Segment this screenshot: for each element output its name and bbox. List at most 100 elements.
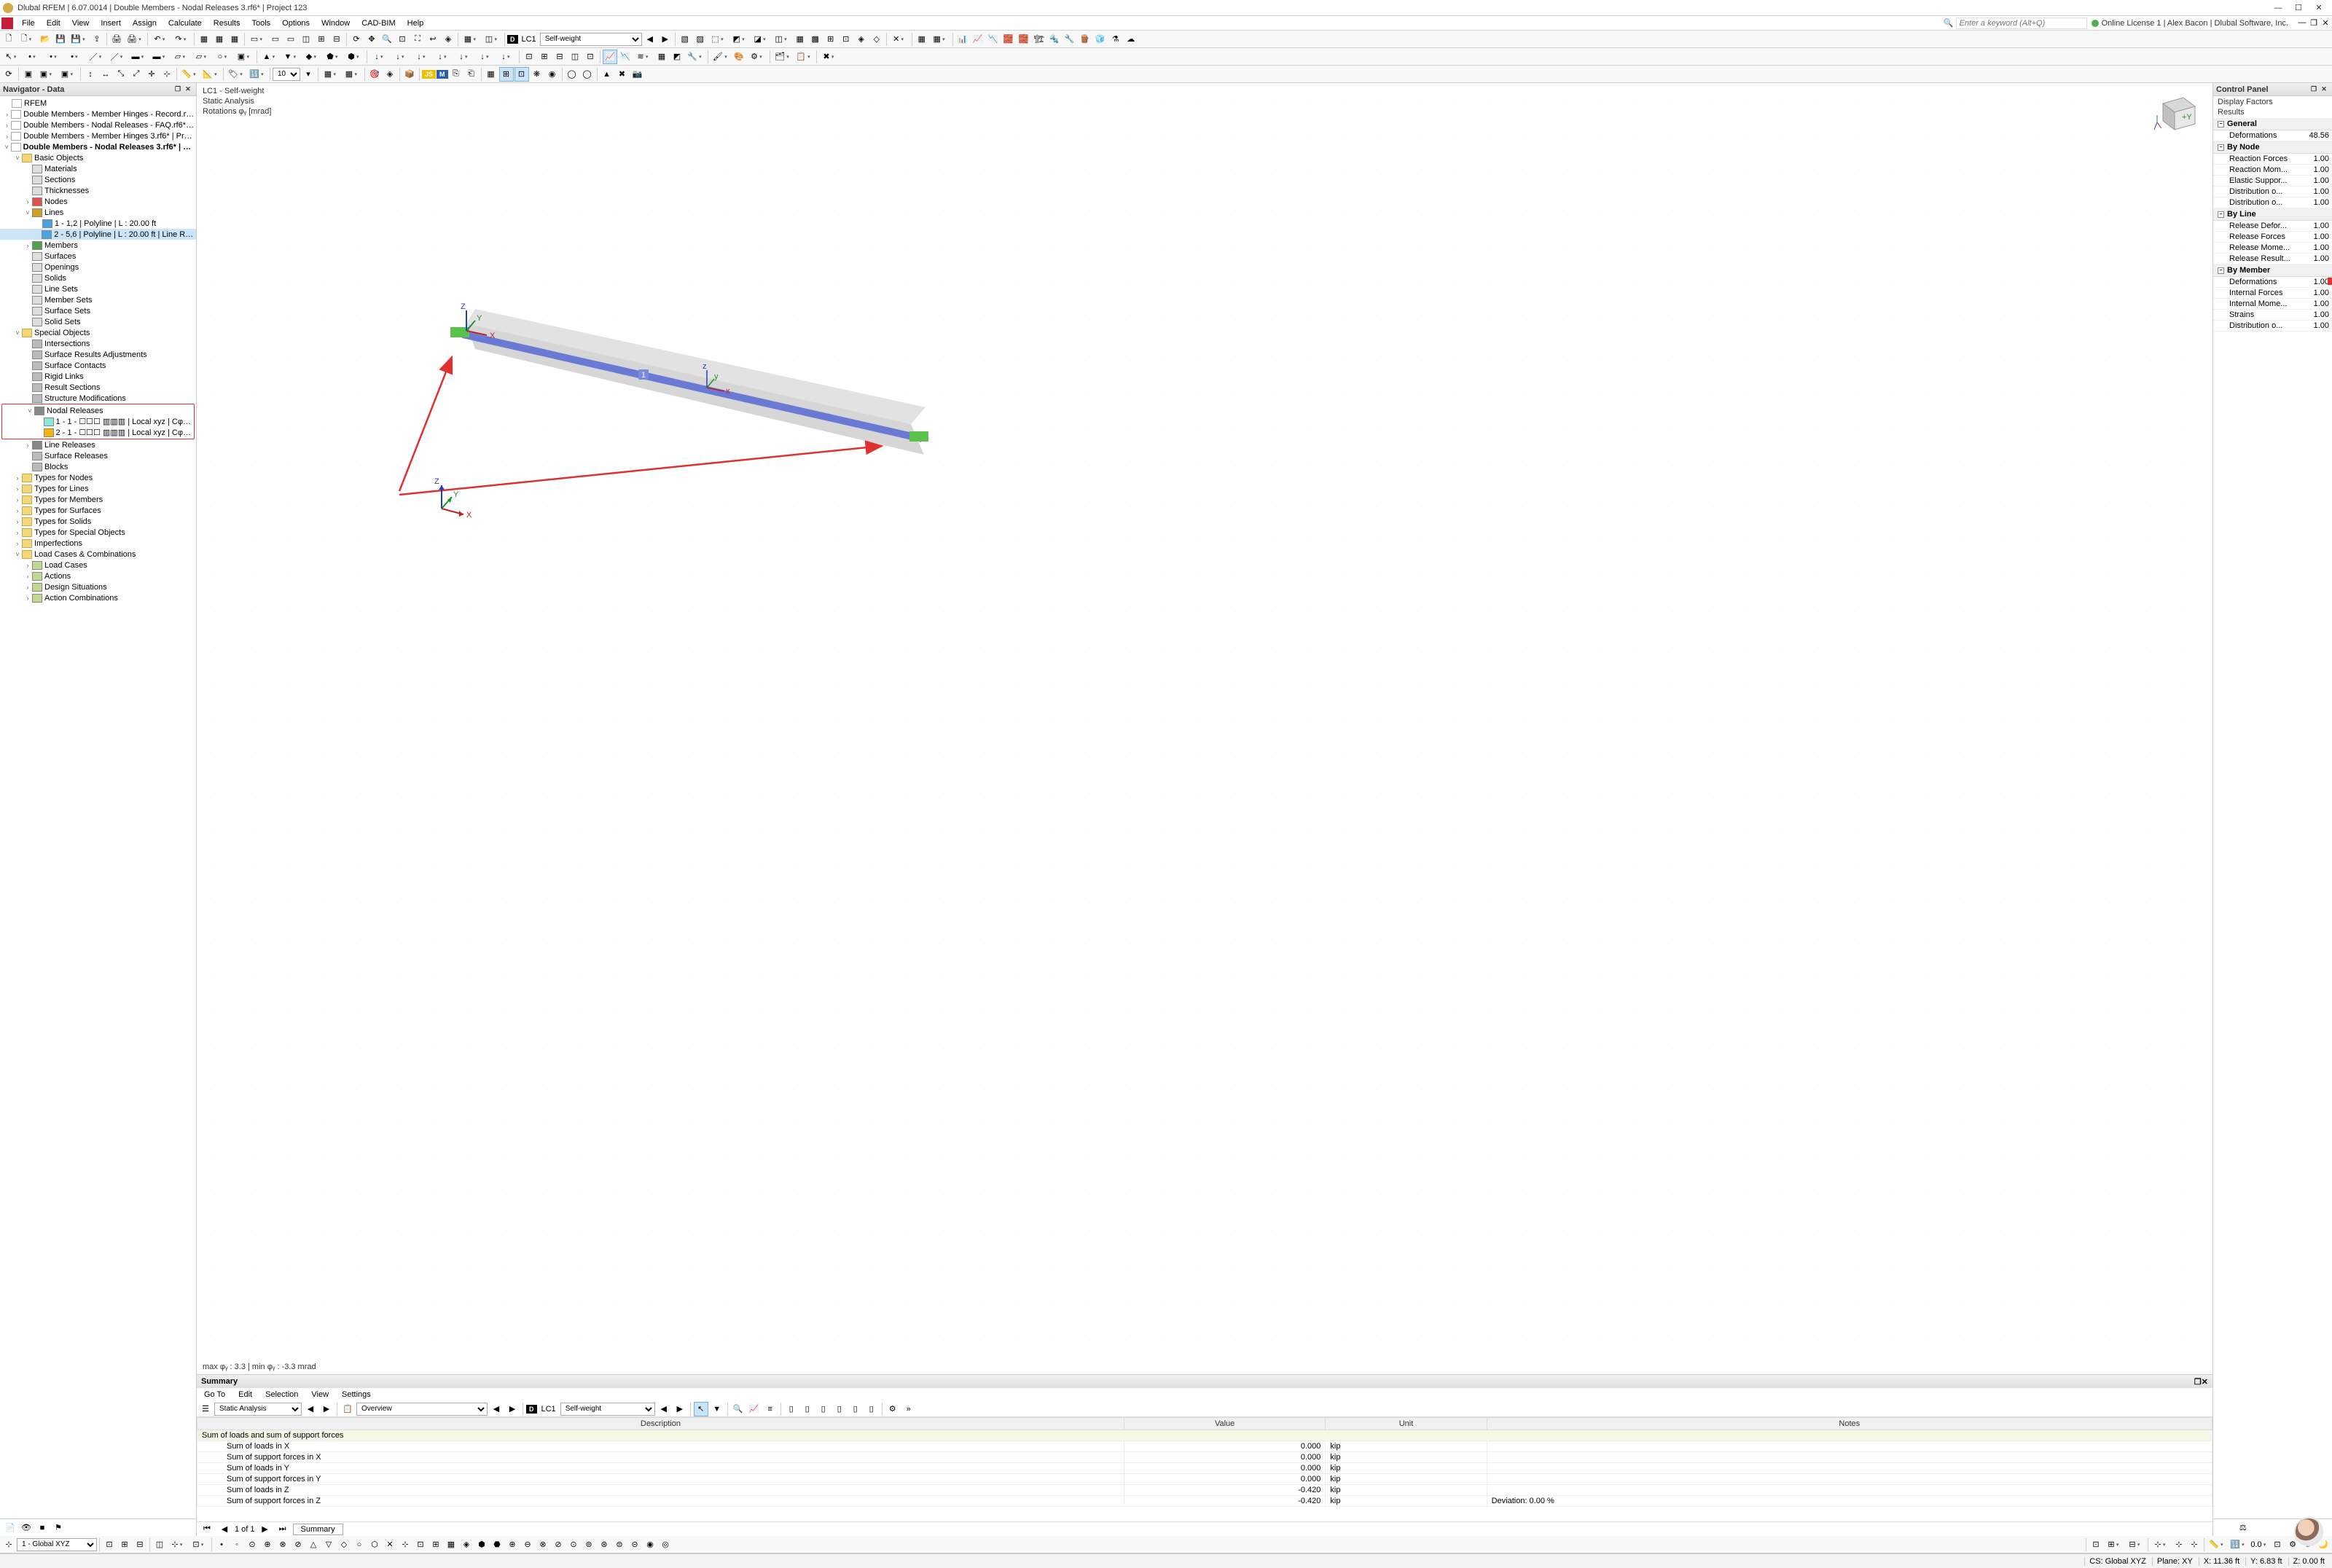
expand-icon[interactable]: › — [23, 562, 32, 569]
expand-icon[interactable]: › — [23, 595, 32, 602]
tb3-v2-icon[interactable]: ▣▾ — [36, 67, 57, 82]
mdi-minimize-icon[interactable]: — — [2297, 18, 2307, 28]
tb-win2-icon[interactable]: ▭ — [268, 32, 283, 47]
summary-prev2-icon[interactable]: ◀ — [489, 1402, 504, 1416]
table-row[interactable]: Sum of loads in X0.000kip — [197, 1441, 2212, 1452]
tb3-del-icon[interactable]: ▲ — [600, 67, 614, 82]
tb4-sn29-icon[interactable]: ◉ — [643, 1537, 657, 1552]
tb4-sn23-icon[interactable]: ⊘ — [551, 1537, 566, 1552]
cp-section-general[interactable]: −General — [2213, 118, 2332, 130]
tb2-c3-icon[interactable]: ⚙▾ — [747, 50, 767, 64]
tb-e6-icon[interactable]: 🏗 — [1032, 32, 1046, 47]
tb4-sn19-icon[interactable]: ⬣ — [490, 1537, 504, 1552]
nav-eye-icon[interactable]: 👁 — [19, 1521, 34, 1535]
tb3-m2-icon[interactable]: 📐▾ — [200, 67, 221, 82]
tree-surfaces[interactable]: Surfaces — [0, 251, 196, 262]
tb2-ld5-icon[interactable]: ↓▾ — [454, 50, 474, 64]
tb-r4-icon[interactable]: ◩▾ — [729, 32, 750, 47]
tb-table2-icon[interactable]: ▦ — [227, 32, 242, 47]
tree-file-2[interactable]: ›Double Members - Member Hinges 3.rf6* |… — [0, 130, 196, 141]
maximize-button[interactable]: ☐ — [2288, 1, 2309, 15]
tb4-sb3-icon[interactable]: 0.0▾ — [2249, 1537, 2269, 1552]
tb4-sb1-icon[interactable]: 📏▾ — [2207, 1537, 2227, 1552]
tb4-sn15-icon[interactable]: ⊞ — [429, 1537, 443, 1552]
tree-design-situations[interactable]: ›Design Situations — [0, 581, 196, 592]
tb4-xz-icon[interactable]: ⊹ — [2172, 1537, 2186, 1552]
tb-r6-icon[interactable]: ◫▾ — [772, 32, 792, 47]
tb-r9-icon[interactable]: ⊞ — [823, 32, 838, 47]
tree-sections[interactable]: Sections — [0, 174, 196, 185]
tb4-sn12-icon[interactable]: ✕ — [383, 1537, 397, 1552]
expand-icon[interactable]: › — [3, 111, 11, 118]
tree-line-sets[interactable]: Line Sets — [0, 283, 196, 294]
tree-special-objects[interactable]: ˅Special Objects — [0, 327, 196, 338]
tree-solids[interactable]: Solids — [0, 273, 196, 283]
tree-nodal-0[interactable]: 1 - 1 - ☐☐☐ ▥▥▥ | Local xyz | Cφ,x : 0.0… — [2, 416, 194, 427]
summary-col6-icon[interactable]: ▯ — [864, 1402, 879, 1416]
tb-redo-icon[interactable]: ↷▾ — [171, 32, 192, 47]
tb4-sn17-icon[interactable]: ◈ — [459, 1537, 474, 1552]
tree-line-1[interactable]: 2 - 5,6 | Polyline | L : 20.00 ft | Line… — [0, 229, 196, 240]
tb-newwin-icon[interactable]: ▭▾ — [247, 32, 267, 47]
tb-pan-icon[interactable]: ✥ — [364, 32, 379, 47]
tb3-ax4-icon[interactable]: ⤢ — [129, 67, 144, 82]
tree-imperfections[interactable]: ›Imperfections — [0, 538, 196, 549]
tb-table-icon[interactable]: ▦ — [212, 32, 227, 47]
tb4-sn13-icon[interactable]: ⊹ — [398, 1537, 412, 1552]
menu-cad-bim[interactable]: CAD-BIM — [356, 17, 401, 29]
tree-surface-contacts[interactable]: Surface Contacts — [0, 360, 196, 371]
minimize-button[interactable]: — — [2268, 1, 2288, 15]
tree-nodes[interactable]: ›Nodes — [0, 196, 196, 207]
tb3-la-icon[interactable]: ▾ — [301, 67, 316, 82]
cp-section-by-line[interactable]: −By Line — [2213, 208, 2332, 221]
tb3-ax5-icon[interactable]: ✛ — [144, 67, 159, 82]
tb3-g1-icon[interactable]: ▦▾ — [321, 67, 341, 82]
summary-next2-icon[interactable]: ▶ — [505, 1402, 520, 1416]
tb-win6-icon[interactable]: ⊟ — [329, 32, 344, 47]
cp-row[interactable]: Internal Mome...1.00 — [2213, 299, 2332, 310]
summary-col2-icon[interactable]: ▯ — [800, 1402, 815, 1416]
summary-extreme-icon[interactable]: ≡ — [763, 1402, 778, 1416]
tb-e7-icon[interactable]: 🔩 — [1047, 32, 1062, 47]
tb2-t3-icon[interactable]: ⊟ — [552, 50, 567, 64]
tb-e9-icon[interactable]: 🪵 — [1078, 32, 1092, 47]
tb2-a2-icon[interactable]: 📉 — [618, 50, 633, 64]
cp-row[interactable]: Strains1.00 — [2213, 310, 2332, 321]
tree-types-for-lines[interactable]: ›Types for Lines — [0, 483, 196, 494]
tb-new-icon[interactable]: 🗋 — [1, 32, 16, 47]
summary-col1-icon[interactable]: ▯ — [784, 1402, 799, 1416]
expand-icon[interactable]: ˅ — [26, 407, 34, 415]
tree-lines[interactable]: ˅Lines — [0, 207, 196, 218]
tree-file-1[interactable]: ›Double Members - Nodal Releases - FAQ.r… — [0, 119, 196, 130]
tb-r2-icon[interactable]: ▨ — [693, 32, 708, 47]
tb4-sn16-icon[interactable]: ▦ — [444, 1537, 458, 1552]
tb-r3-icon[interactable]: ⬚▾ — [708, 32, 729, 47]
tb4-o2-icon[interactable]: ⊞▾ — [2104, 1537, 2124, 1552]
tb-r1-icon[interactable]: ▧ — [678, 32, 692, 47]
cp-row[interactable]: Elastic Suppor...1.00 — [2213, 176, 2332, 187]
tb2-line2-icon[interactable]: ／▾ — [107, 50, 128, 64]
cp-section-by-node[interactable]: −By Node — [2213, 141, 2332, 154]
tree-surface-results-adjustments[interactable]: Surface Results Adjustments — [0, 349, 196, 360]
expand-icon[interactable]: › — [13, 496, 22, 503]
tb3-del2-icon[interactable]: ✖ — [615, 67, 630, 82]
tb4-xy-icon[interactable]: ⊹▾ — [2151, 1537, 2171, 1552]
expand-icon[interactable]: › — [3, 122, 11, 129]
tb-lc-prev-icon[interactable]: ◀ — [643, 32, 657, 47]
tb4-sn9-icon[interactable]: ◇ — [337, 1537, 351, 1552]
summary-menu-selection[interactable]: Selection — [259, 1389, 304, 1400]
tree-nodal-releases[interactable]: ˅Nodal Releases — [2, 405, 194, 416]
last-page-icon[interactable]: ⏭ — [275, 1522, 290, 1537]
tb2-ld3-icon[interactable]: ↓▾ — [412, 50, 432, 64]
expand-icon[interactable]: › — [23, 442, 32, 449]
tb4-sn5-icon[interactable]: ⊗ — [275, 1537, 290, 1552]
summary-settings-icon[interactable]: ⚙ — [885, 1402, 900, 1416]
tb2-node2-icon[interactable]: •▾ — [44, 50, 64, 64]
tb2-a1-icon[interactable]: 📈 — [603, 50, 617, 64]
tb4-sn21-icon[interactable]: ⊖ — [520, 1537, 535, 1552]
tb3-s1-icon[interactable]: 🎯 — [367, 67, 382, 82]
tb3-cam-icon[interactable]: 📷 — [630, 67, 645, 82]
tb3-v1-icon[interactable]: ▣ — [21, 67, 36, 82]
tb2-node3-icon[interactable]: •▾ — [65, 50, 85, 64]
cp-row[interactable]: Deformations1.00 — [2213, 277, 2332, 288]
